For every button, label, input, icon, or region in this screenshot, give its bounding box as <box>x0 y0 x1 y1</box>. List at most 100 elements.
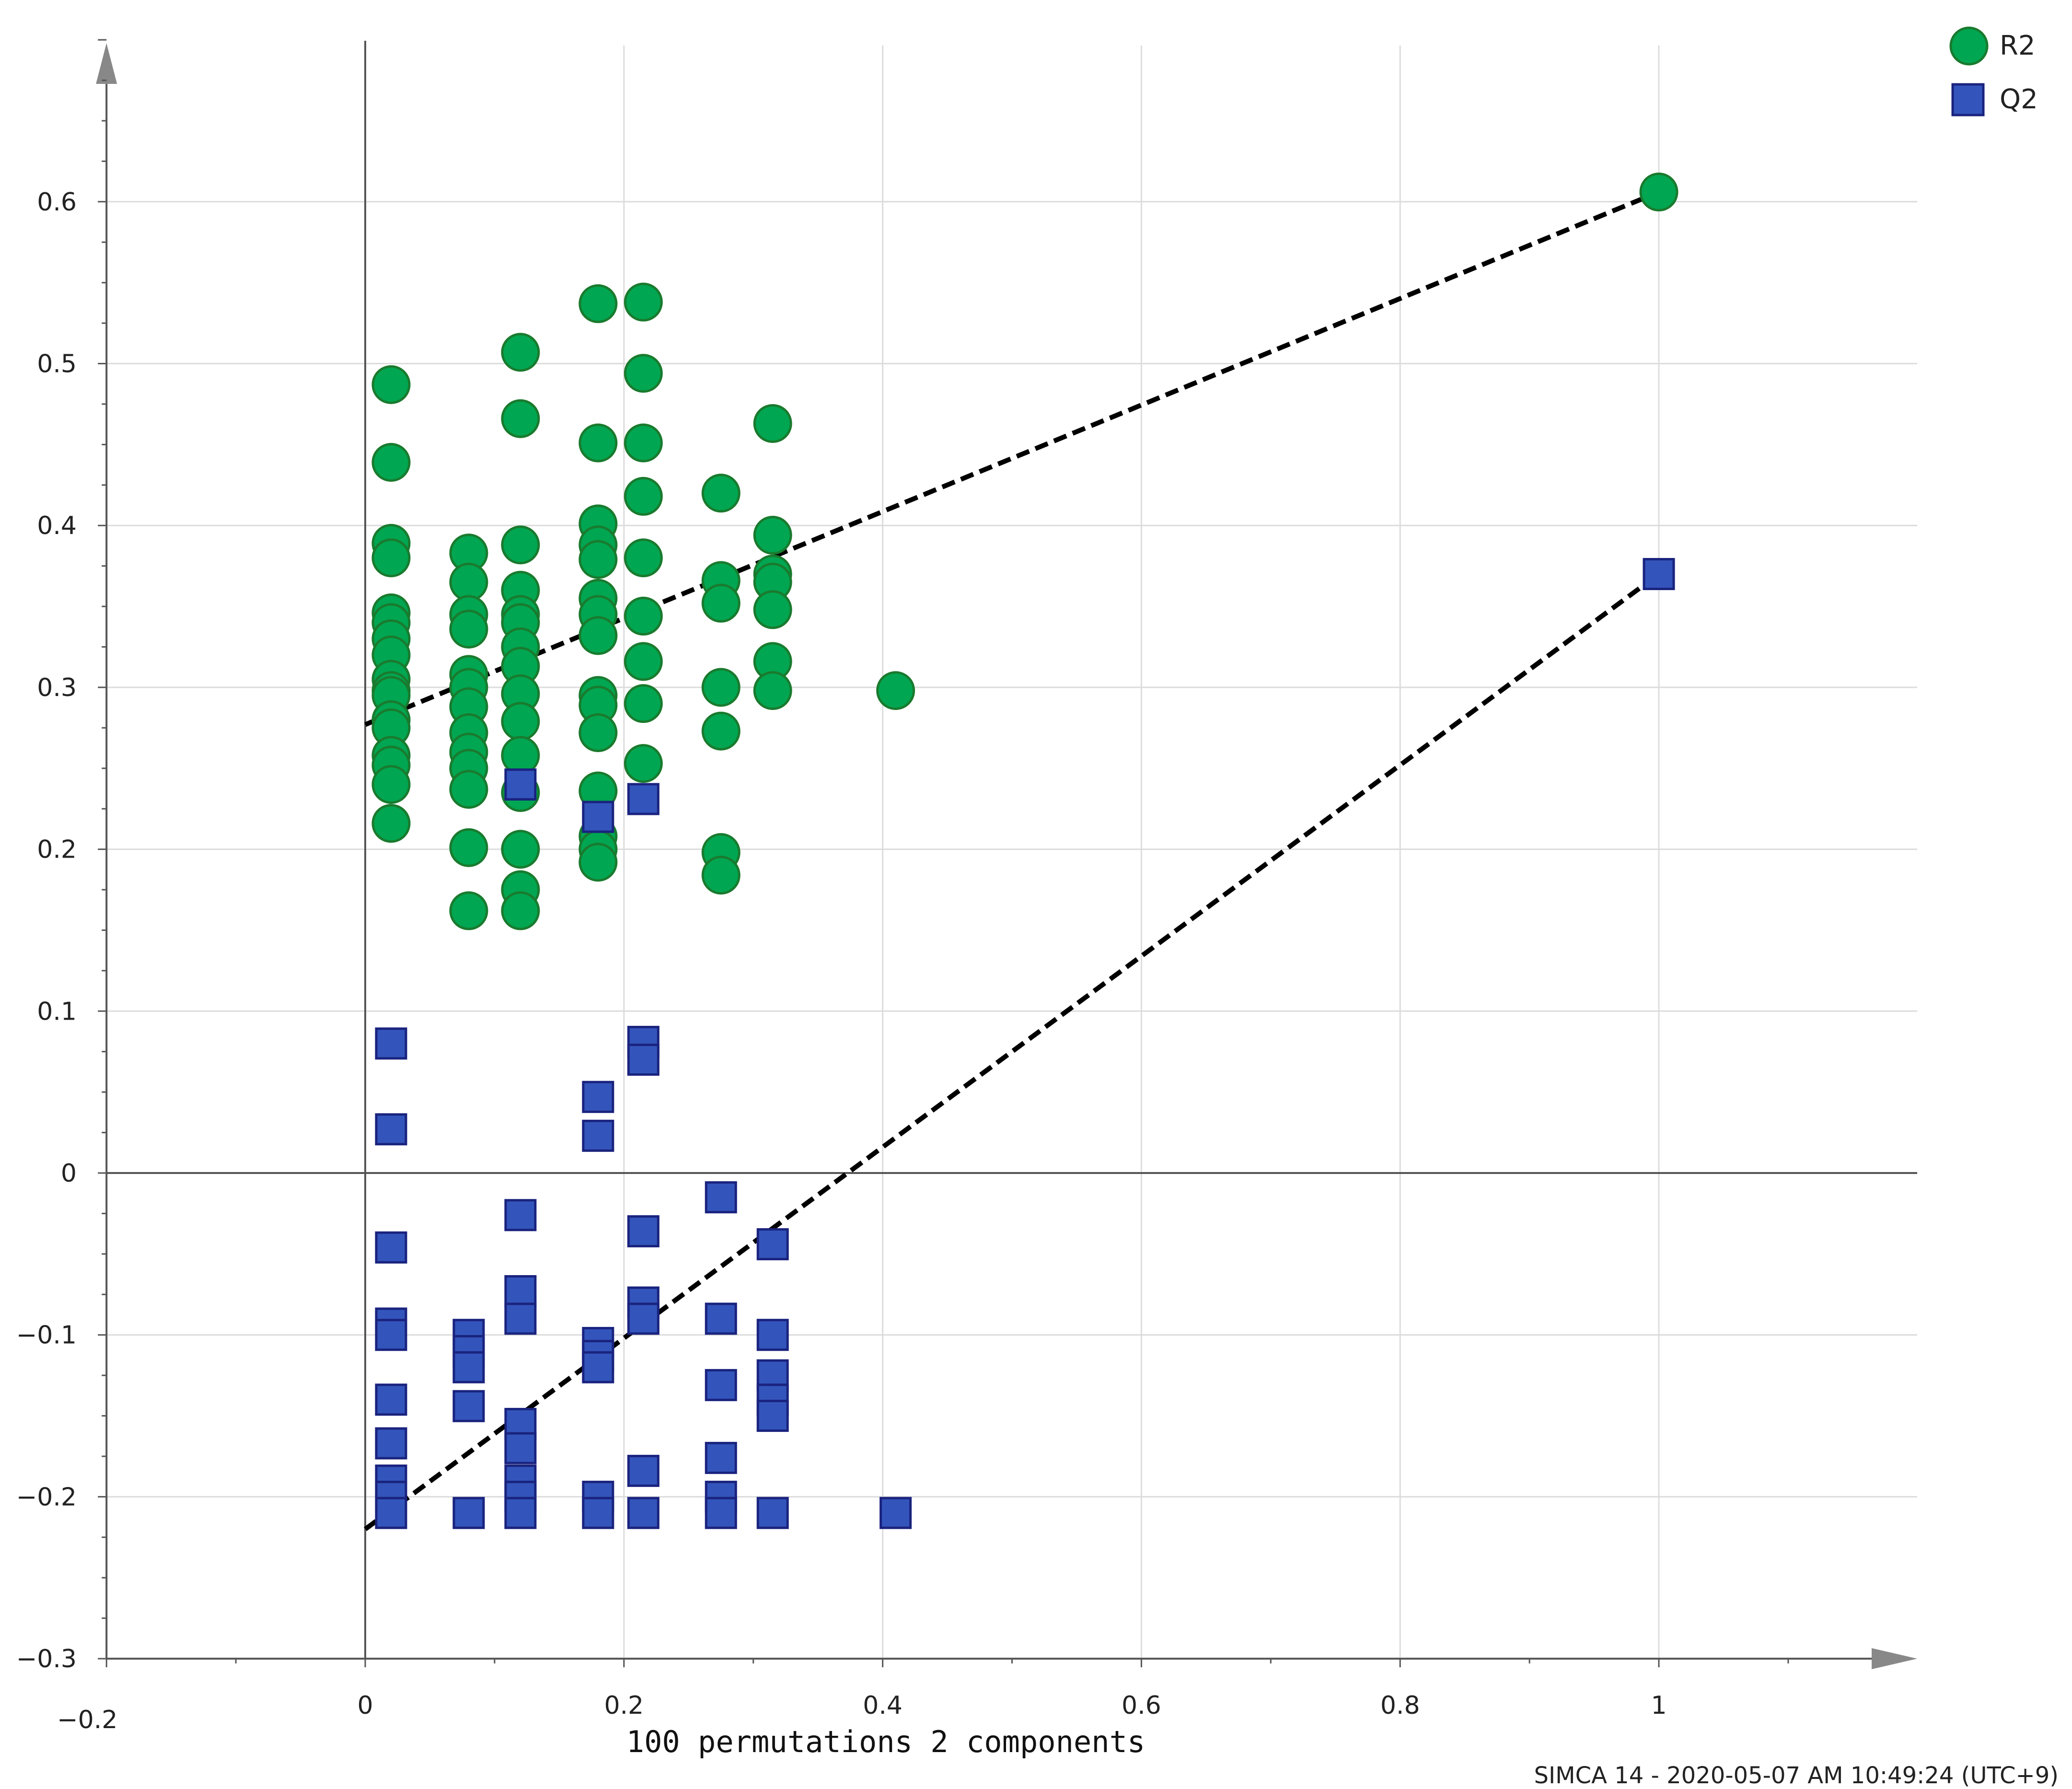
r2-point <box>701 668 741 707</box>
y-tick-label: −0.1 <box>16 1321 77 1350</box>
tick-labels: −0.3 −0.2 −0.1 0 0.1 0.2 0.3 0.4 0.5 0.6 −0.2 0 0.2 0… <box>16 188 1667 1734</box>
x-tick-label: 0 <box>357 1691 373 1720</box>
q2-point <box>627 1497 660 1529</box>
q2-point <box>504 1497 537 1529</box>
r2-point <box>624 642 663 681</box>
q2-point <box>705 1369 737 1401</box>
r2-point <box>624 744 663 783</box>
q2-point <box>582 1497 614 1529</box>
q2-point <box>756 1319 789 1351</box>
r2-point <box>1639 173 1678 212</box>
r2-point <box>371 365 411 404</box>
r2-series <box>371 173 1678 930</box>
y-tick-label: −0.3 <box>16 1645 77 1673</box>
r2-point <box>449 828 488 867</box>
q2-point <box>582 801 614 833</box>
r2-point <box>624 596 663 636</box>
q2-point <box>504 768 537 801</box>
r2-point <box>753 590 792 629</box>
r2-point <box>579 713 618 752</box>
r2-point <box>579 540 618 579</box>
r2-point <box>449 609 488 649</box>
r2-point <box>579 843 618 882</box>
footer-timestamp: SIMCA 14 - 2020-05-07 AM 10:49:24 (UTC+9… <box>1534 1762 2059 1789</box>
q2-point <box>452 1497 485 1529</box>
r2-point <box>579 284 618 324</box>
r2-point <box>449 770 488 809</box>
q2-point <box>375 1427 407 1460</box>
q2-point <box>582 1080 614 1113</box>
y-tick-label: 0.5 <box>37 350 77 379</box>
q2-point <box>375 1231 407 1264</box>
r2-point <box>876 671 915 710</box>
x-tick-label: 0.6 <box>1122 1691 1161 1720</box>
q2-point <box>582 1351 614 1383</box>
r2-point <box>701 474 741 513</box>
q2-point <box>627 1454 660 1487</box>
r2-point <box>624 538 663 578</box>
r2-point <box>501 736 540 775</box>
r2-point <box>501 525 540 565</box>
q2-point <box>504 1432 537 1464</box>
y-tick-label: −0.2 <box>16 1483 77 1511</box>
r2-point <box>753 671 792 710</box>
r2-point <box>449 891 488 930</box>
r2-point <box>701 583 741 623</box>
legend-r2-marker <box>1949 26 1989 66</box>
axes <box>96 39 1917 1670</box>
r2-point <box>501 333 540 372</box>
legend-q2-label: Q2 <box>2000 84 2038 115</box>
q2-point <box>705 1181 737 1214</box>
q2-point <box>375 1383 407 1416</box>
r2-point <box>753 404 792 443</box>
y-axis-arrow <box>96 43 117 84</box>
q2-point <box>452 1390 485 1422</box>
r2-regression-line <box>364 189 1660 727</box>
q2-point <box>375 1027 407 1060</box>
y-tick-label: 0.6 <box>37 188 77 217</box>
r2-point <box>701 711 741 751</box>
x-tick-label: 0.2 <box>604 1691 644 1720</box>
q2-point <box>504 1199 537 1231</box>
r2-point <box>501 891 540 930</box>
x-axis-label: 100 permutations 2 components <box>626 1724 1146 1759</box>
x-tick-label: −0.2 <box>57 1706 117 1734</box>
r2-point <box>624 354 663 393</box>
r2-point <box>624 684 663 723</box>
r2-point <box>371 442 411 482</box>
r2-point <box>624 423 663 463</box>
q2-point <box>705 1497 737 1529</box>
y-tick-label: 0.1 <box>37 997 77 1026</box>
q2-point <box>627 1215 660 1248</box>
q2-point <box>627 783 660 815</box>
x-axis-arrow <box>1872 1648 1917 1670</box>
r2-point <box>501 830 540 869</box>
q2-point <box>705 1302 737 1335</box>
r2-point <box>501 399 540 438</box>
r2-point <box>371 765 411 804</box>
q2-point <box>504 1275 537 1308</box>
q2-point <box>582 1119 614 1152</box>
legend-q2-marker <box>1951 83 1985 116</box>
q2-series <box>375 558 1675 1529</box>
r2-point <box>624 476 663 516</box>
regression-lines <box>364 189 1660 1531</box>
r2-point <box>371 804 411 843</box>
r2-point <box>579 423 618 463</box>
r2-point <box>753 515 792 555</box>
q2-point <box>375 1319 407 1351</box>
legend-r2-label: R2 <box>2000 30 2036 61</box>
q2-point <box>705 1441 737 1474</box>
q2-point <box>504 1302 537 1335</box>
x-tick-label: 1 <box>1651 1691 1667 1720</box>
q2-point <box>375 1497 407 1529</box>
y-tick-label: 0.4 <box>37 511 77 540</box>
r2-point <box>579 616 618 655</box>
y-tick-label: 0.3 <box>37 674 77 702</box>
q2-point <box>627 1302 660 1335</box>
grid-lines <box>106 46 1917 1659</box>
r2-point <box>624 282 663 322</box>
r2-point <box>501 702 540 741</box>
q2-point <box>627 1044 660 1076</box>
q2-point <box>880 1497 912 1529</box>
